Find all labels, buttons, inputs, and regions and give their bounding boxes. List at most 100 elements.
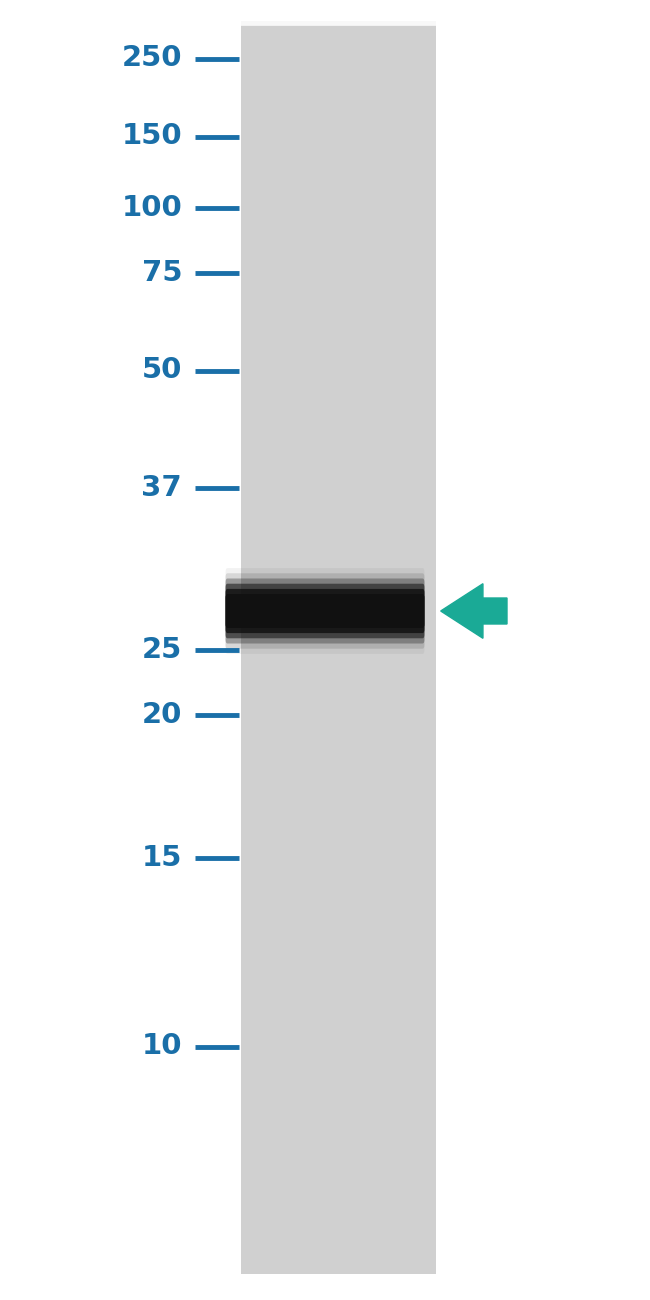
Bar <box>240 1252 436 1257</box>
Bar <box>240 389 436 394</box>
Bar <box>240 985 436 991</box>
Bar <box>240 263 436 268</box>
Bar <box>240 359 436 364</box>
Bar <box>240 1214 436 1219</box>
Bar <box>240 1123 436 1128</box>
Bar <box>240 276 436 281</box>
Bar <box>240 618 436 623</box>
Bar <box>240 897 436 902</box>
Bar <box>240 1044 436 1049</box>
Bar <box>240 768 436 774</box>
Bar <box>240 706 436 711</box>
Bar <box>240 446 436 451</box>
Bar <box>240 1169 436 1174</box>
Text: 75: 75 <box>142 259 182 287</box>
Bar <box>240 1127 436 1132</box>
Bar <box>240 363 436 368</box>
Bar <box>240 134 436 139</box>
Bar <box>240 859 436 865</box>
Bar <box>240 113 436 118</box>
Bar <box>240 92 436 98</box>
Bar <box>240 948 436 953</box>
Bar <box>240 355 436 360</box>
Bar <box>240 104 436 109</box>
Text: 15: 15 <box>142 844 182 872</box>
Bar <box>240 638 436 644</box>
Bar <box>240 480 436 485</box>
FancyBboxPatch shape <box>226 589 424 633</box>
Bar <box>240 710 436 715</box>
Bar <box>240 701 436 706</box>
Bar <box>240 493 436 498</box>
Bar <box>240 1089 436 1095</box>
Bar <box>240 1131 436 1136</box>
Bar <box>240 797 436 802</box>
Text: 10: 10 <box>142 1032 182 1061</box>
Bar <box>240 46 436 51</box>
Bar <box>240 21 436 26</box>
Bar <box>240 393 436 398</box>
Bar <box>240 1197 436 1202</box>
Bar <box>240 280 436 285</box>
Bar <box>240 642 436 647</box>
Bar <box>240 755 436 760</box>
Bar <box>240 1027 436 1032</box>
Bar <box>240 34 436 39</box>
Bar <box>240 1031 436 1036</box>
Bar <box>240 1082 436 1087</box>
Bar <box>240 1269 436 1274</box>
Bar <box>240 1006 436 1011</box>
Bar <box>240 935 436 940</box>
Bar <box>240 287 436 292</box>
Bar <box>240 183 436 188</box>
Bar <box>240 442 436 447</box>
Bar <box>240 238 436 243</box>
Bar <box>240 497 436 502</box>
Bar <box>240 751 436 757</box>
Bar <box>240 630 436 636</box>
Text: 50: 50 <box>142 356 182 385</box>
Bar <box>240 734 436 740</box>
Bar <box>240 621 436 627</box>
Bar <box>240 55 436 60</box>
Bar <box>240 889 436 894</box>
Bar <box>240 1035 436 1040</box>
Bar <box>240 1135 436 1140</box>
Bar <box>240 1244 436 1249</box>
FancyBboxPatch shape <box>226 578 424 644</box>
Bar <box>240 538 436 543</box>
Bar <box>240 49 436 55</box>
Bar <box>240 266 436 272</box>
Bar <box>240 1110 436 1115</box>
Bar <box>240 396 436 402</box>
Bar <box>240 25 436 30</box>
Bar <box>240 42 436 47</box>
Bar <box>240 822 436 827</box>
Bar <box>240 1093 436 1098</box>
Bar <box>240 1182 436 1187</box>
Bar <box>240 129 436 134</box>
Bar <box>240 1148 436 1153</box>
Bar <box>240 1261 436 1266</box>
Bar <box>240 242 436 247</box>
Bar <box>240 772 436 777</box>
Bar <box>240 893 436 898</box>
Bar <box>240 572 436 577</box>
FancyBboxPatch shape <box>226 568 424 654</box>
Bar <box>240 810 436 815</box>
Bar <box>240 1144 436 1149</box>
Bar <box>240 952 436 957</box>
Bar <box>240 1235 436 1240</box>
Bar <box>240 525 436 530</box>
Bar <box>240 1065 436 1070</box>
Bar <box>240 1097 436 1102</box>
Bar <box>240 292 436 298</box>
Bar <box>240 676 436 681</box>
Bar <box>240 476 436 481</box>
Bar <box>240 296 436 302</box>
Bar <box>240 38 436 43</box>
Bar <box>240 838 436 844</box>
Bar <box>240 1060 436 1065</box>
Bar <box>240 939 436 944</box>
Bar <box>240 1118 436 1123</box>
